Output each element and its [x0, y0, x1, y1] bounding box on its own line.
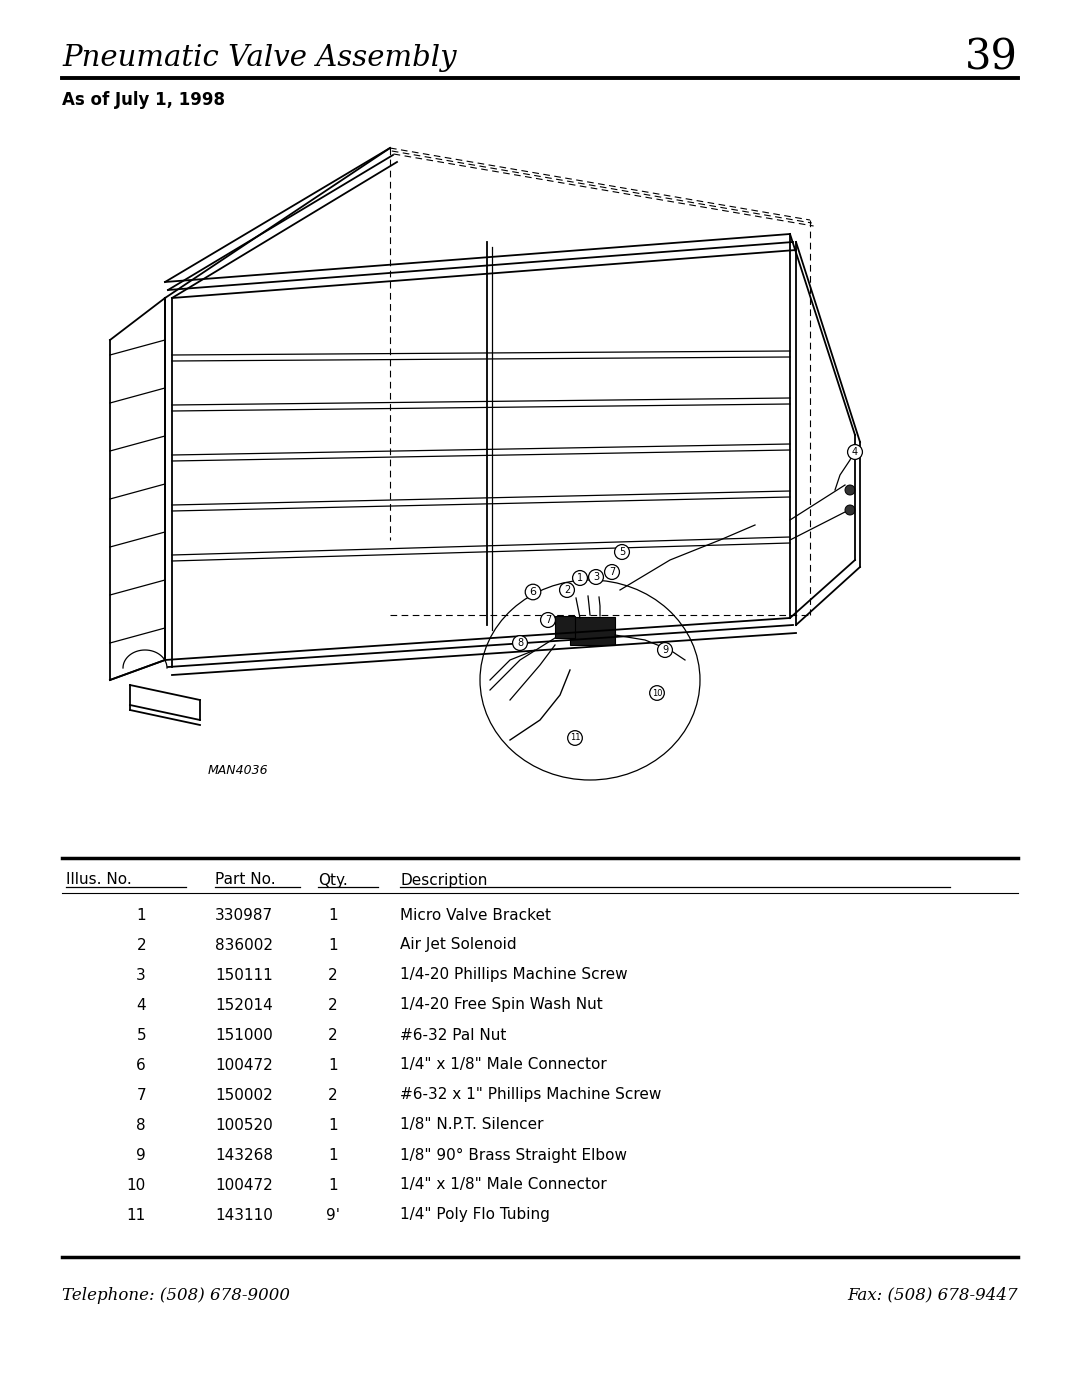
Text: 1/8" N.P.T. Silencer: 1/8" N.P.T. Silencer	[400, 1118, 543, 1133]
Text: 2: 2	[136, 937, 146, 953]
Text: 6: 6	[136, 1058, 146, 1073]
Text: 2: 2	[564, 585, 570, 595]
Circle shape	[845, 504, 855, 515]
Text: Qty.: Qty.	[318, 873, 348, 887]
Text: 1: 1	[328, 1118, 338, 1133]
Text: 11: 11	[570, 733, 580, 742]
Text: Description: Description	[400, 873, 487, 887]
Text: 3: 3	[136, 968, 146, 982]
Text: 2: 2	[328, 1087, 338, 1102]
Text: Telephone: (508) 678-9000: Telephone: (508) 678-9000	[62, 1287, 291, 1303]
Text: 1: 1	[328, 1147, 338, 1162]
Text: 9': 9'	[326, 1207, 340, 1222]
Text: 150002: 150002	[215, 1087, 273, 1102]
Text: MAN4036: MAN4036	[207, 764, 268, 777]
Text: 1/4-20 Phillips Machine Screw: 1/4-20 Phillips Machine Screw	[400, 968, 627, 982]
Text: 2: 2	[328, 968, 338, 982]
Text: As of July 1, 1998: As of July 1, 1998	[62, 91, 225, 109]
Text: 7: 7	[545, 615, 551, 624]
Bar	[570, 617, 615, 645]
Text: Fax: (508) 678-9447: Fax: (508) 678-9447	[848, 1287, 1018, 1303]
Text: Pneumatic Valve Assembly: Pneumatic Valve Assembly	[62, 43, 457, 73]
Text: 836002: 836002	[215, 937, 273, 953]
Text: 10: 10	[126, 1178, 146, 1193]
Text: 1: 1	[328, 1058, 338, 1073]
Text: 9: 9	[136, 1147, 146, 1162]
Text: 8: 8	[136, 1118, 146, 1133]
Text: 1: 1	[328, 908, 338, 922]
Text: 7: 7	[609, 567, 616, 577]
Text: 8: 8	[517, 638, 523, 648]
Text: 100472: 100472	[215, 1178, 273, 1193]
Text: 1: 1	[136, 908, 146, 922]
Text: 1/4" Poly Flo Tubing: 1/4" Poly Flo Tubing	[400, 1207, 550, 1222]
Text: 151000: 151000	[215, 1028, 273, 1042]
Text: 2: 2	[328, 1028, 338, 1042]
Text: 1/4" x 1/8" Male Connector: 1/4" x 1/8" Male Connector	[400, 1058, 607, 1073]
Text: 1: 1	[328, 1178, 338, 1193]
Text: 330987: 330987	[215, 908, 273, 922]
Text: 11: 11	[126, 1207, 146, 1222]
Text: 1/4-20 Free Spin Wash Nut: 1/4-20 Free Spin Wash Nut	[400, 997, 603, 1013]
Bar	[555, 616, 575, 638]
Text: 10: 10	[651, 689, 662, 697]
Text: 1: 1	[328, 937, 338, 953]
Text: #6-32 x 1" Phillips Machine Screw: #6-32 x 1" Phillips Machine Screw	[400, 1087, 661, 1102]
Text: 100472: 100472	[215, 1058, 273, 1073]
Text: 152014: 152014	[215, 997, 273, 1013]
Text: #6-32 Pal Nut: #6-32 Pal Nut	[400, 1028, 507, 1042]
Text: 143110: 143110	[215, 1207, 273, 1222]
Text: Part No.: Part No.	[215, 873, 275, 887]
Text: 4: 4	[852, 447, 859, 457]
Text: 6: 6	[529, 587, 537, 597]
Circle shape	[845, 485, 855, 495]
Text: 7: 7	[136, 1087, 146, 1102]
Text: 1/8" 90° Brass Straight Elbow: 1/8" 90° Brass Straight Elbow	[400, 1147, 627, 1162]
Text: 143268: 143268	[215, 1147, 273, 1162]
Text: 150111: 150111	[215, 968, 273, 982]
Text: 5: 5	[136, 1028, 146, 1042]
Text: 1/4" x 1/8" Male Connector: 1/4" x 1/8" Male Connector	[400, 1178, 607, 1193]
Text: 5: 5	[619, 548, 625, 557]
Text: 9: 9	[662, 645, 669, 655]
Text: 3: 3	[593, 571, 599, 583]
Text: 1: 1	[577, 573, 583, 583]
Text: 39: 39	[966, 36, 1018, 80]
Text: 4: 4	[136, 997, 146, 1013]
Text: 100520: 100520	[215, 1118, 273, 1133]
Text: Illus. No.: Illus. No.	[66, 873, 132, 887]
Text: Micro Valve Bracket: Micro Valve Bracket	[400, 908, 551, 922]
Text: Air Jet Solenoid: Air Jet Solenoid	[400, 937, 516, 953]
Text: 2: 2	[328, 997, 338, 1013]
